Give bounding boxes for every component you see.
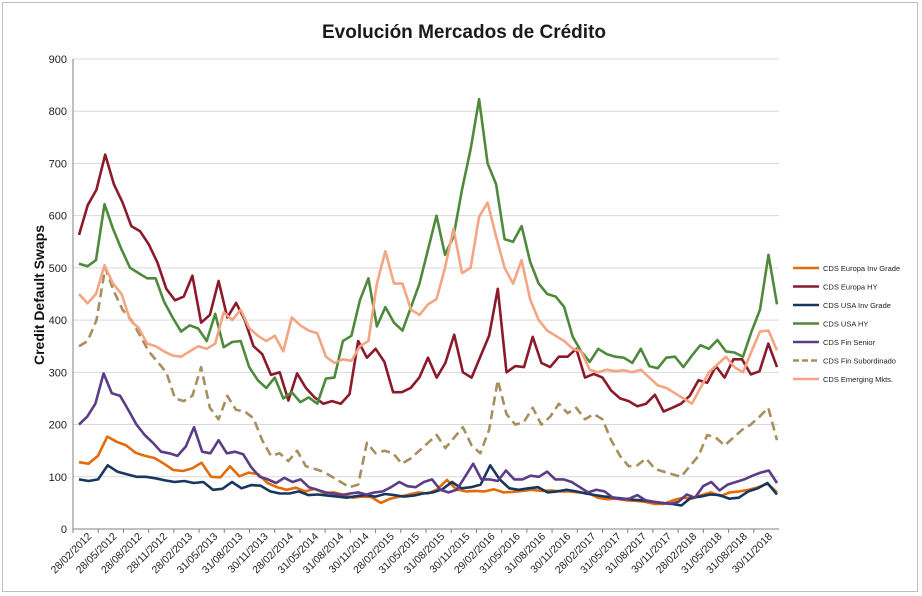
legend-label: CDS USA Inv Grade <box>823 301 891 310</box>
y-tick-label: 600 <box>49 211 67 223</box>
series-line-cds-usa-hy <box>78 97 779 406</box>
chart-title: Evolución Mercados de Crédito <box>322 22 606 43</box>
series-line-cds-fin-subordinado <box>78 266 779 489</box>
y-tick-label: 300 <box>49 367 67 379</box>
series-line-cds-fin-senior <box>78 372 779 506</box>
series-lines <box>77 97 779 507</box>
y-axis-ticks: 0 100 200 300 400 500 600 700 800 900 <box>49 54 67 536</box>
series-line-cds-emerging-mkts <box>78 201 779 406</box>
x-axis-ticks: 28/02/201228/05/201228/08/201228/11/2012… <box>49 529 775 576</box>
legend: CDS Europa Inv Grade CDS Europa HY CDS USA… <box>793 264 900 384</box>
y-tick-label: 200 <box>49 420 67 432</box>
y-tick-label: 100 <box>49 472 67 484</box>
y-tick-label: 500 <box>49 263 67 275</box>
y-tick-label: 700 <box>49 158 67 170</box>
y-tick-label: 400 <box>49 315 67 327</box>
legend-label: CDS Emerging Mkts. <box>823 375 893 384</box>
series-line-cds-europa-hy <box>77 153 779 413</box>
credit-markets-line-chart: Evolución Mercados de Crédito Credit Def… <box>31 22 900 576</box>
grid-lines <box>72 58 779 530</box>
y-tick-label: 0 <box>61 524 67 536</box>
legend-label: CDS Europa Inv Grade <box>823 264 900 273</box>
legend-label: CDS USA HY <box>823 320 868 329</box>
legend-label: CDS Fin Senior <box>823 338 876 347</box>
y-tick-label: 900 <box>49 54 67 66</box>
legend-label: CDS Europa HY <box>823 283 878 292</box>
y-axis-label: Credit Default Swaps <box>31 225 47 365</box>
legend-label: CDS Fin Subordinado <box>823 357 896 366</box>
y-tick-label: 800 <box>49 106 67 118</box>
